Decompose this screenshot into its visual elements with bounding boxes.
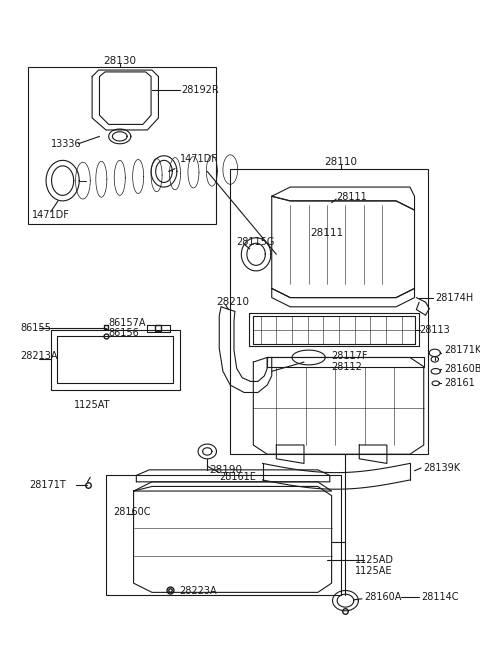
- Text: 1125AT: 1125AT: [74, 400, 110, 411]
- Text: 1125AE: 1125AE: [355, 566, 392, 576]
- Text: 28160A: 28160A: [364, 592, 401, 602]
- Text: 28110: 28110: [324, 157, 357, 167]
- Text: 28112: 28112: [332, 361, 362, 372]
- Text: 28111: 28111: [311, 228, 344, 238]
- Text: 28223A: 28223A: [180, 586, 217, 596]
- Text: 28174H: 28174H: [435, 293, 473, 302]
- Text: 86156: 86156: [108, 327, 140, 338]
- Text: 28111: 28111: [336, 192, 367, 202]
- Text: 28161: 28161: [444, 379, 475, 388]
- Bar: [28, 68, 216, 224]
- Text: 28160C: 28160C: [113, 507, 151, 517]
- Text: 28192R: 28192R: [181, 85, 219, 95]
- Text: 28210: 28210: [216, 297, 250, 307]
- Text: 13336: 13336: [51, 139, 81, 149]
- Bar: [230, 169, 428, 454]
- Text: 28130: 28130: [103, 56, 136, 66]
- Text: 28139K: 28139K: [424, 463, 461, 473]
- Text: 28117F: 28117F: [332, 351, 368, 361]
- Text: 28213A: 28213A: [20, 351, 58, 361]
- Text: 28171K: 28171K: [444, 345, 480, 355]
- Text: 1125AD: 1125AD: [355, 555, 394, 565]
- Bar: [106, 476, 341, 595]
- Text: 86155: 86155: [20, 323, 51, 333]
- Text: 86157A: 86157A: [108, 318, 146, 329]
- Text: 1471DF: 1471DF: [180, 154, 217, 165]
- Text: 28190: 28190: [209, 465, 242, 475]
- Text: 28161E: 28161E: [219, 472, 256, 482]
- Text: 28115G: 28115G: [237, 237, 275, 247]
- Text: 28113: 28113: [419, 325, 450, 335]
- Text: 28114C: 28114C: [421, 592, 458, 602]
- Text: 28171T: 28171T: [29, 480, 66, 489]
- Text: 28160B: 28160B: [444, 363, 480, 373]
- Text: 1471DF: 1471DF: [32, 210, 70, 220]
